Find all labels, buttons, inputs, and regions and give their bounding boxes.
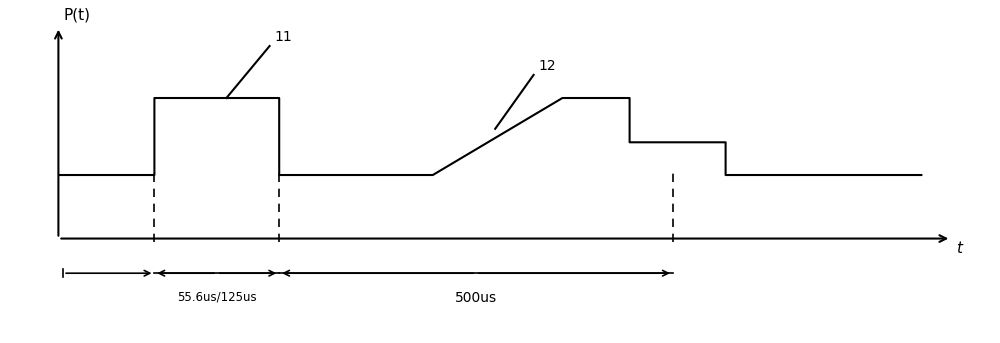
Text: P(t): P(t) [63,8,90,23]
Text: 500us: 500us [455,291,497,305]
Text: 12: 12 [538,59,556,73]
Text: t: t [956,241,962,257]
Text: 11: 11 [274,30,292,44]
Text: 55.6us/125us: 55.6us/125us [177,291,257,304]
